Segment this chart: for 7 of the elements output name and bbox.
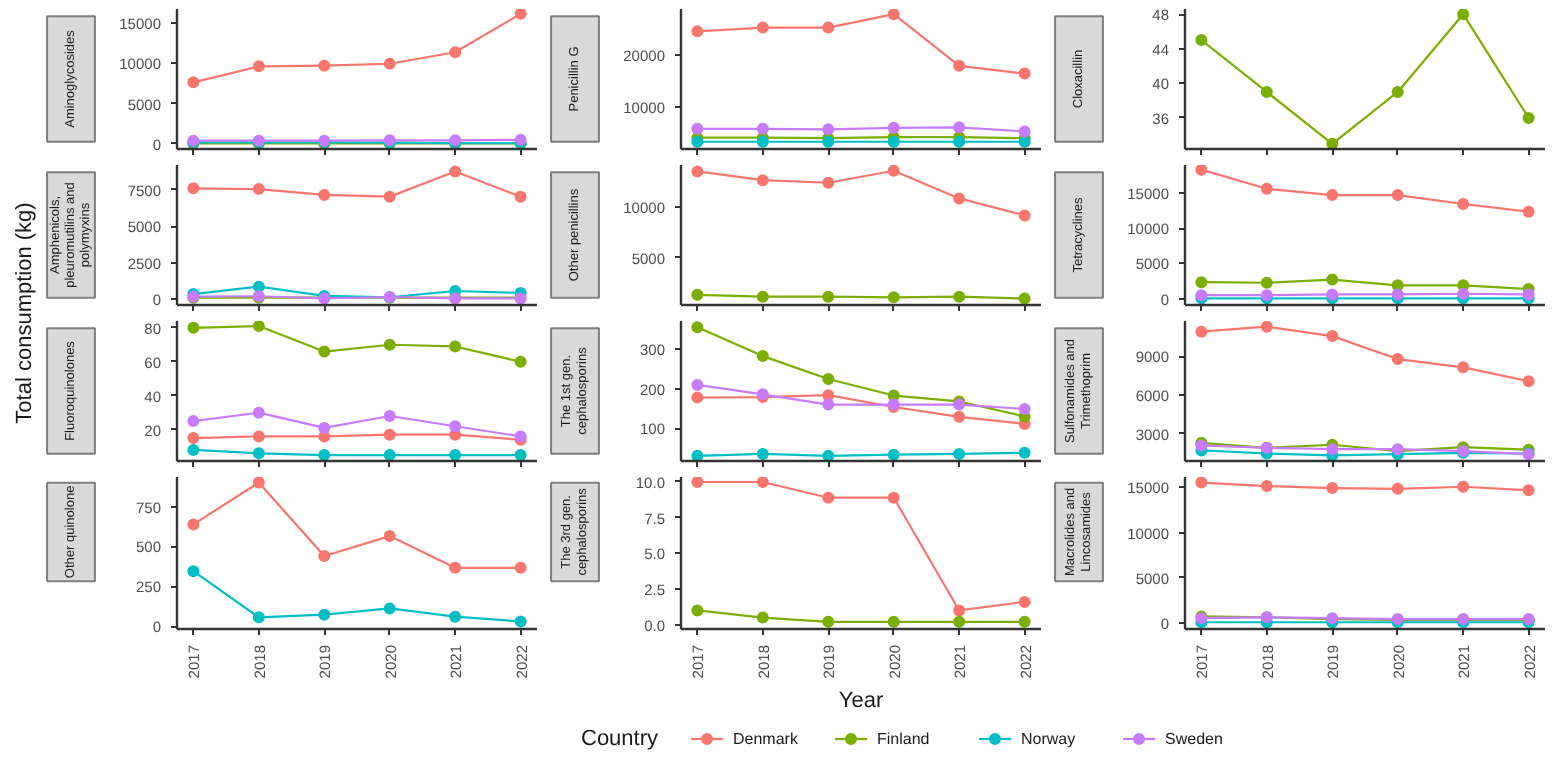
legend-label: Finland [877, 730, 930, 748]
legend-title: Country [581, 727, 660, 751]
legend-label: Sweden [1165, 730, 1223, 748]
x-axis-title: Year [838, 689, 884, 713]
legend-label: Denmark [733, 730, 800, 748]
y-axis-title: Total consumption (kg) [13, 202, 38, 424]
legend-label: Norway [1021, 730, 1076, 748]
